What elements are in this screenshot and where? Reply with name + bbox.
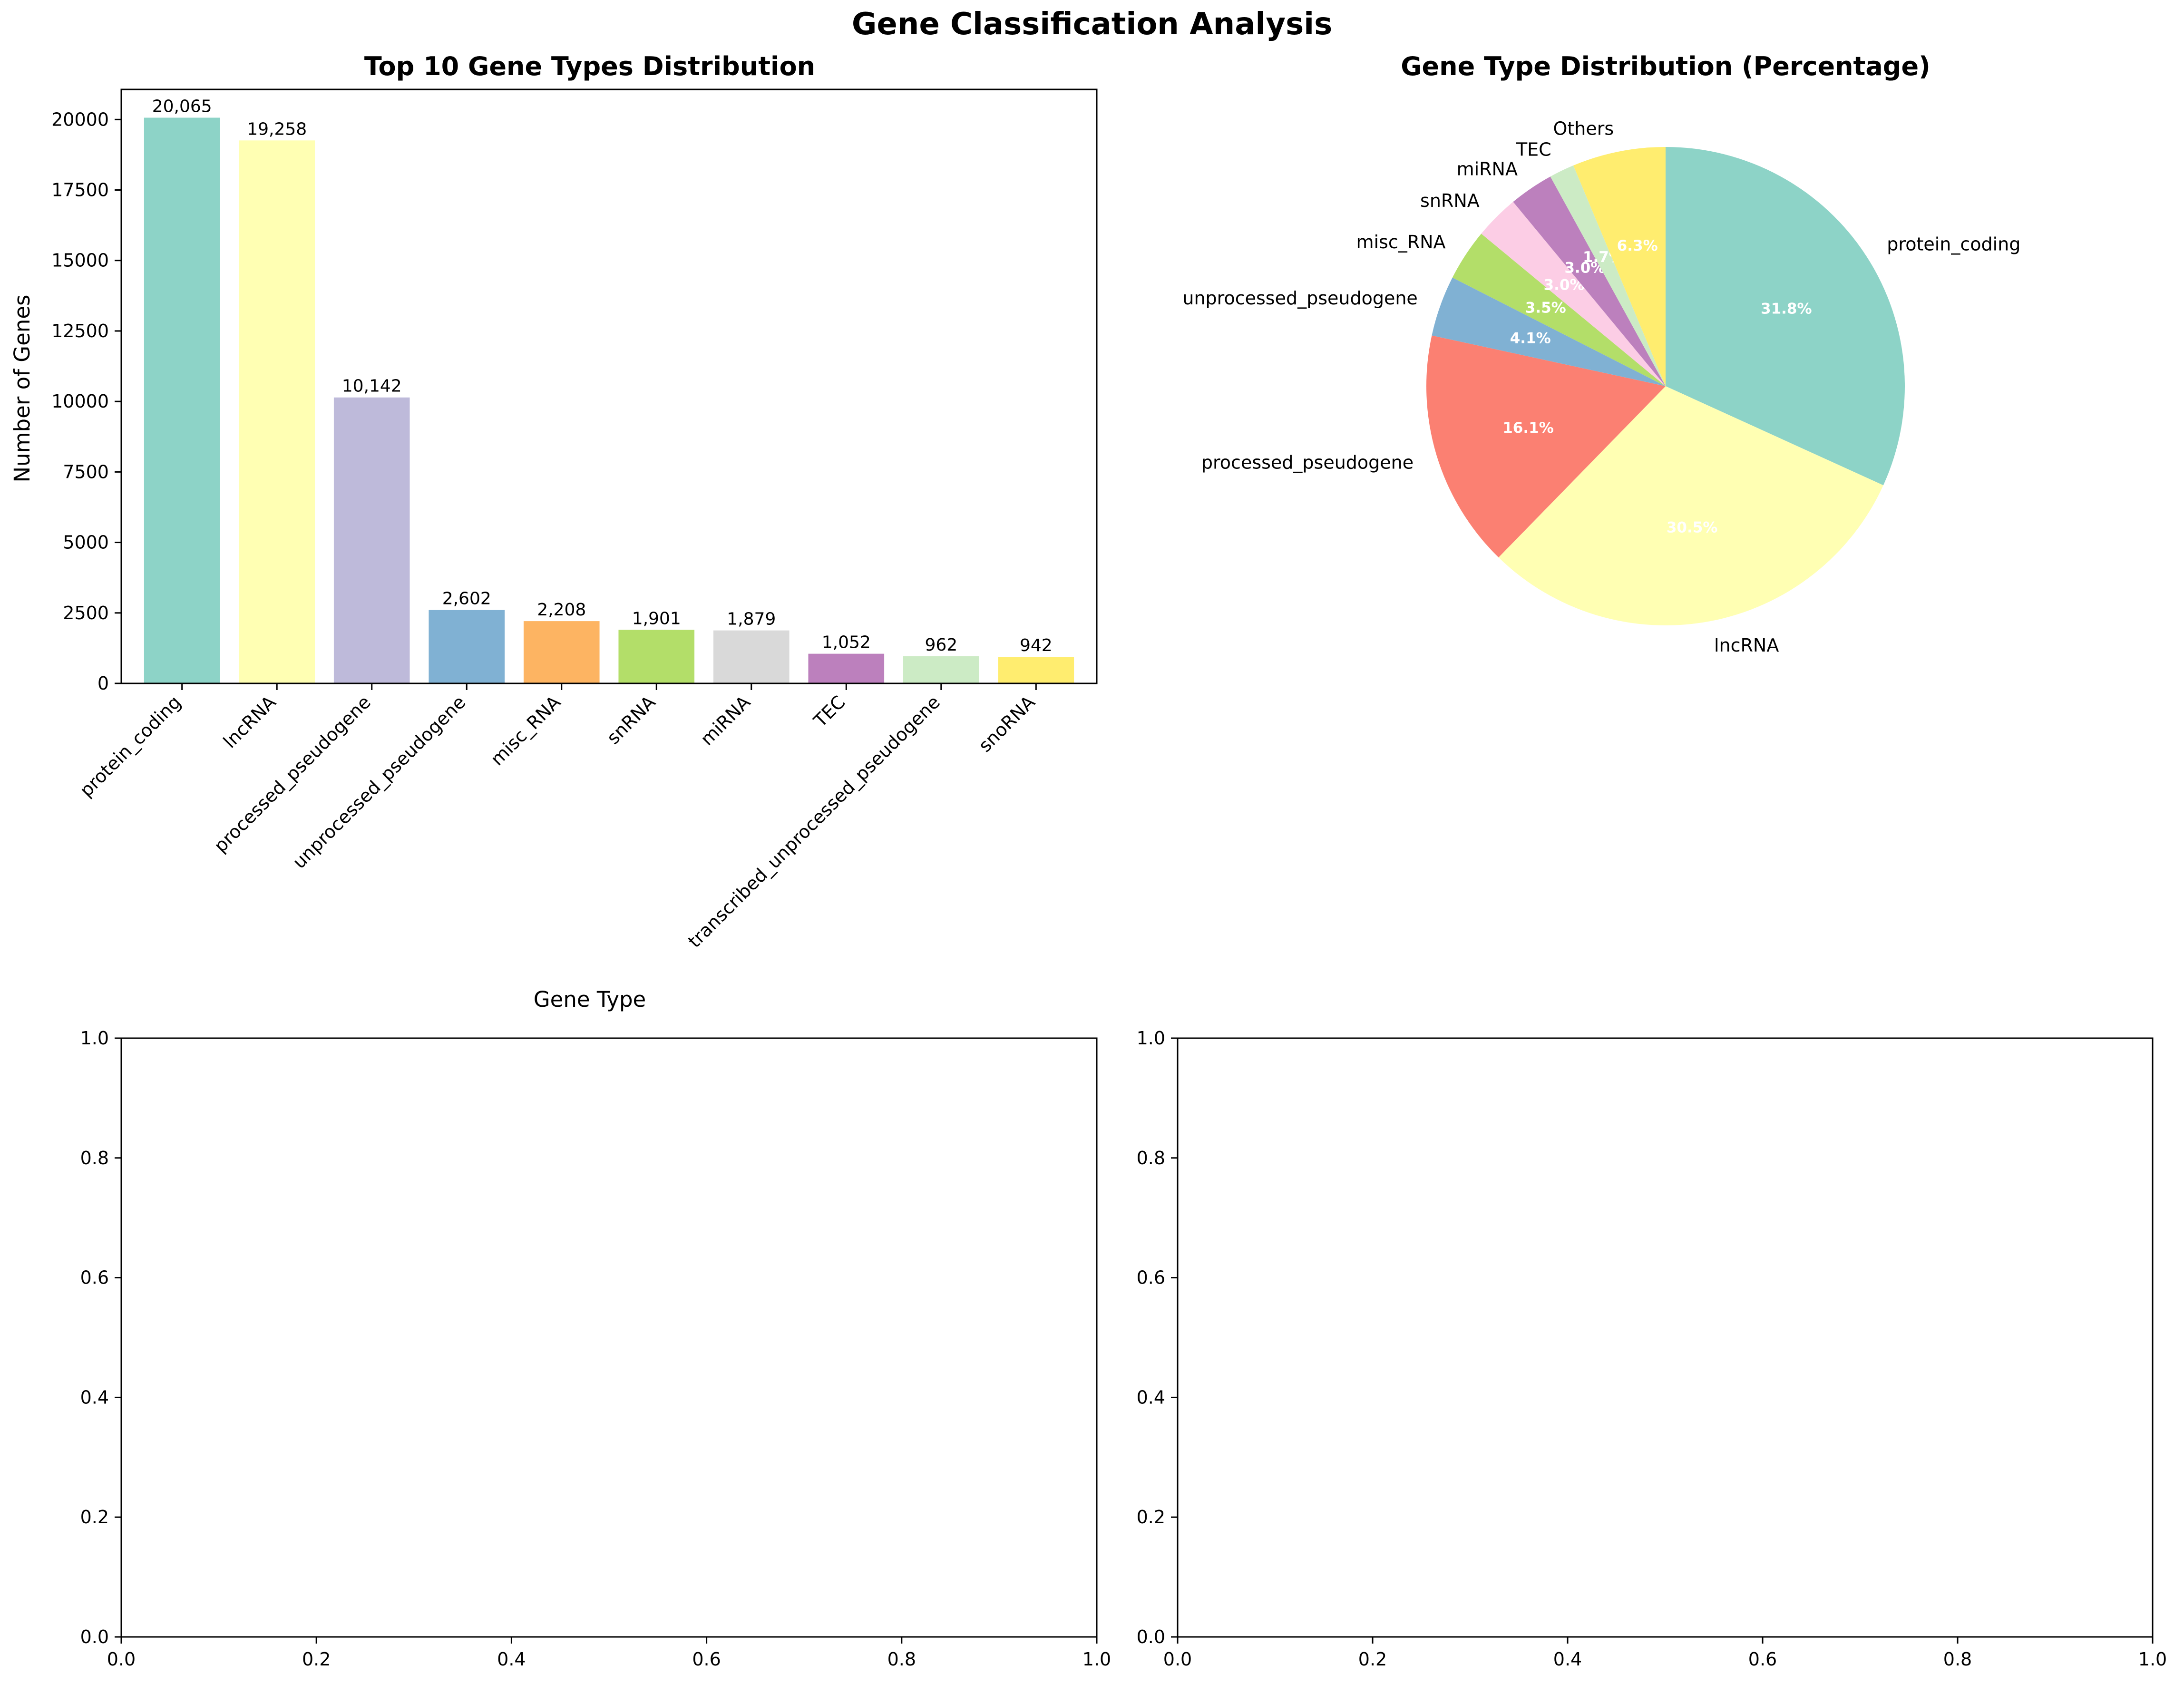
y-tick-label: 0.6 [80, 1267, 109, 1288]
pie-label: TEC [1516, 139, 1551, 160]
y-tick-label: 0.6 [1137, 1267, 1165, 1288]
bar-chart: Top 10 Gene Types Distribution Number of… [10, 51, 1098, 1012]
y-tick-label: 1.0 [80, 1028, 109, 1049]
pie-label: processed_pseudogene [1201, 452, 1414, 473]
y-tick-label: 0.4 [80, 1387, 109, 1408]
x-tick-label: 0.6 [692, 1649, 721, 1670]
pie-label: Others [1553, 118, 1614, 139]
y-tick-label: 0.4 [1137, 1387, 1165, 1408]
pie-pct-label: 30.5% [1667, 519, 1718, 536]
bar-value-label: 1,879 [727, 610, 776, 629]
bar-unprocessed_pseudogene [429, 610, 505, 683]
bar-chart-ylabel: Number of Genes [10, 295, 35, 483]
y-tick-label: 10000 [51, 391, 109, 412]
pie-chart: Gene Type Distribution (Percentage) prot… [1182, 51, 2020, 656]
pie-pct-label: 4.1% [1510, 330, 1551, 347]
y-tick-label: 0.2 [1137, 1507, 1165, 1528]
pie-slice-Others [1573, 147, 1666, 386]
bar-value-label: 19,258 [247, 119, 307, 139]
axes-frame [1177, 1037, 2154, 1638]
bar-snoRNA [998, 657, 1074, 683]
pie-label: protein_coding [1887, 234, 2020, 255]
x-tick-label: 1.0 [1082, 1649, 1111, 1670]
pie-slice-unprocessed_pseudogene [1432, 277, 1666, 386]
y-tick-label: 1.0 [1137, 1028, 1165, 1049]
pie-slice-miRNA [1513, 176, 1666, 386]
x-tick-label: 0.8 [1943, 1649, 1972, 1670]
pie-label: misc_RNA [1356, 232, 1445, 253]
x-tick-label: 0.6 [1748, 1649, 1777, 1670]
pie-label: miRNA [1457, 158, 1518, 179]
pie-slice-snRNA [1481, 202, 1666, 386]
y-tick-label: 15000 [51, 250, 109, 271]
bar-snRNA [618, 630, 695, 683]
bar-value-label: 20,065 [152, 97, 212, 116]
pie-slice-lncRNA [1498, 386, 1883, 625]
bar-value-label: 1,901 [632, 609, 681, 628]
y-tick-label: 0.8 [80, 1148, 109, 1168]
empty-axes-right: 0.0 0.2 0.4 0.6 0.8 1.0 0.0 0.2 0.4 0.6 0.8 1.0 [1137, 1028, 2167, 1670]
x-tick-label: 0.2 [1358, 1649, 1387, 1670]
bar-chart-title: Top 10 Gene Types Distribution [364, 51, 815, 81]
pie-slice-protein_coding [1666, 147, 1905, 486]
pie-label: lncRNA [1714, 635, 1779, 656]
bar-value-label: 1,052 [822, 633, 871, 652]
bar-transcribed_unprocessed_pseudogene [903, 656, 979, 683]
x-tick-label: 0.4 [497, 1649, 526, 1670]
pie-pct-label: 16.1% [1502, 419, 1554, 437]
y-tick-label: 0.0 [1137, 1626, 1165, 1647]
bar-value-label: 2,208 [537, 600, 586, 620]
x-tick-label: 0.2 [302, 1649, 331, 1670]
x-tick-label: 0.4 [1553, 1649, 1582, 1670]
x-tick-label: 0.0 [107, 1649, 136, 1670]
pie-chart-title: Gene Type Distribution (Percentage) [1401, 51, 1930, 81]
y-tick-label: 20000 [51, 109, 109, 130]
bar-value-label: 10,142 [342, 377, 402, 396]
pie-label: unprocessed_pseudogene [1182, 288, 1417, 309]
pie-pct-label: 31.8% [1761, 301, 1812, 318]
axes-frame [120, 1037, 1098, 1638]
y-tick-label: 0.2 [80, 1507, 109, 1528]
bar-value-label: 2,602 [442, 589, 491, 609]
pie-slice-misc_RNA [1452, 234, 1666, 386]
bar-chart-xlabel: Gene Type [534, 987, 646, 1012]
x-tick-label: 0.0 [1163, 1649, 1192, 1670]
bar-protein_coding [144, 117, 220, 684]
bar-value-label: 942 [1020, 636, 1053, 655]
x-tick-label: 0.8 [887, 1649, 916, 1670]
bar-misc_RNA [523, 621, 600, 683]
x-tick-label: 1.0 [2138, 1649, 2167, 1670]
bar-lncRNA [239, 140, 315, 683]
y-tick-label: 5000 [63, 532, 109, 553]
y-tick-label: 12500 [51, 321, 109, 341]
y-tick-label: 2500 [63, 603, 109, 623]
pie-slice-TEC [1550, 165, 1666, 386]
bar-TEC [808, 653, 885, 683]
figure-title: Gene Classification Analysis [852, 7, 1332, 42]
bar-value-label: 962 [925, 635, 957, 655]
bar-processed_pseudogene [333, 397, 410, 683]
bar-axes-frame [120, 88, 1098, 684]
y-tick-label: 17500 [51, 180, 109, 201]
y-tick-label: 0.0 [80, 1626, 109, 1647]
y-tick-label: 0 [98, 673, 109, 694]
pie-slice-processed_pseudogene [1426, 335, 1666, 558]
y-tick-label: 0.8 [1137, 1148, 1165, 1168]
pie-pct-label: 3.5% [1525, 299, 1566, 316]
pie-label: snRNA [1420, 190, 1480, 211]
pie-pct-label: 6.3% [1617, 237, 1658, 254]
y-tick-label: 7500 [63, 461, 109, 482]
empty-axes-left: 0.0 0.2 0.4 0.6 0.8 1.0 0.0 0.2 0.4 0.6 0.8 1.0 [80, 1028, 1112, 1670]
bar-miRNA [713, 630, 790, 683]
